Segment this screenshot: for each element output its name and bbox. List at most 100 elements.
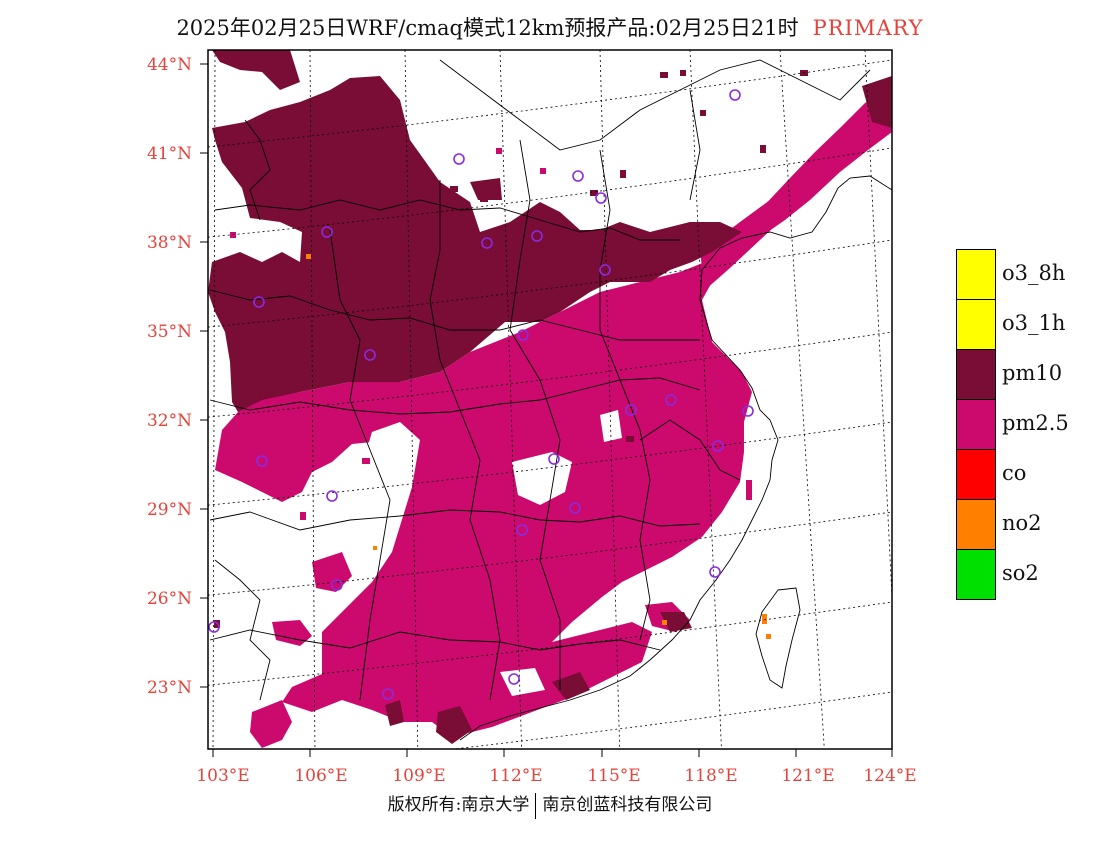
- no2-speckles: [306, 254, 771, 639]
- lon-label: 109°E: [392, 766, 445, 786]
- lat-label: 29°N: [147, 500, 192, 520]
- copyright-footer: 版权所有:南京大学 南京创蓝科技有限公司: [0, 790, 1100, 819]
- city-marker: [326, 490, 338, 502]
- lat-label: 38°N: [147, 233, 192, 253]
- lon-label: 118°E: [684, 766, 737, 786]
- legend-label: co: [1002, 461, 1027, 485]
- city-marker: [742, 405, 754, 417]
- clean-area: [362, 422, 420, 500]
- lat-label: 26°N: [147, 589, 192, 609]
- city-marker: [364, 349, 376, 361]
- province-border: [214, 559, 271, 701]
- city-marker: [253, 296, 265, 308]
- clean-area: [600, 410, 622, 442]
- lat-label: 32°N: [147, 411, 192, 431]
- province-border: [209, 509, 701, 531]
- province-border: [639, 419, 741, 481]
- lon-label: 115°E: [587, 766, 640, 786]
- lon-labels: 103°E 106°E 109°E 112°E 115°E 118°E 121°…: [196, 766, 916, 786]
- province-border: [209, 629, 661, 651]
- lat-label: 44°N: [147, 55, 192, 75]
- pm25-coastal-band: [700, 90, 892, 290]
- pm10-patch: [385, 700, 404, 726]
- legend-swatch: [956, 549, 996, 600]
- legend-label: pm2.5: [1002, 411, 1069, 435]
- city-marker: [595, 192, 607, 204]
- boundaries: [209, 59, 892, 741]
- city-marker: [548, 453, 560, 465]
- lon-label: 121°E: [781, 766, 834, 786]
- province-border: [329, 229, 391, 701]
- pm10-area: [208, 76, 742, 412]
- clean-area: [306, 466, 352, 510]
- primary-tag: PRIMARY: [812, 16, 924, 40]
- lat-label: 41°N: [147, 144, 192, 164]
- lon-label: 124°E: [863, 766, 916, 786]
- legend-label: no2: [1002, 511, 1042, 535]
- map-content: [208, 50, 892, 749]
- pm10-patch: [552, 672, 590, 700]
- city-marker: [572, 170, 584, 182]
- legend-label: pm10: [1002, 361, 1063, 385]
- pm10-patch: [212, 50, 300, 90]
- lon-label: 106°E: [294, 766, 347, 786]
- legend-swatch: [956, 449, 996, 500]
- pm25-patch: [312, 552, 352, 592]
- city-marker: [531, 230, 543, 242]
- city-markers: [208, 89, 754, 700]
- city-marker: [516, 524, 528, 536]
- north-border: [439, 59, 871, 151]
- city-marker: [382, 688, 394, 700]
- coastline: [459, 175, 892, 741]
- clean-area: [512, 452, 572, 505]
- city-marker: [599, 264, 611, 276]
- legend-swatch: [956, 399, 996, 450]
- city-marker: [729, 89, 741, 101]
- lon-label: 112°E: [489, 766, 542, 786]
- pm25-patch: [250, 700, 292, 748]
- legend-swatch: [956, 299, 996, 350]
- lat-labels: 44°N 41°N 38°N 35°N 32°N 29°N 26°N 23°N: [147, 55, 192, 698]
- province-border: [209, 377, 701, 415]
- lat-label: 23°N: [147, 678, 192, 698]
- graticule: [208, 50, 892, 749]
- map-frame: [207, 49, 893, 750]
- city-marker: [569, 502, 581, 514]
- legend-swatch: [956, 499, 996, 550]
- city-marker: [321, 226, 333, 238]
- copyright-left: 版权所有:南京大学: [387, 795, 530, 815]
- lon-label: 103°E: [196, 766, 249, 786]
- province-border: [509, 139, 561, 690]
- pm25-patch: [272, 620, 312, 646]
- province-border: [429, 180, 501, 701]
- province-border: [209, 289, 700, 341]
- city-marker: [331, 579, 343, 591]
- lat-label: 35°N: [147, 322, 192, 342]
- pm10-patch: [862, 76, 892, 128]
- city-marker: [709, 566, 721, 578]
- taiwan-outline: [755, 587, 801, 689]
- province-border: [689, 89, 701, 201]
- city-marker: [453, 153, 465, 165]
- city-marker: [208, 621, 220, 633]
- city-marker: [712, 440, 724, 452]
- city-marker: [665, 394, 677, 406]
- map-title: 2025年02月25日WRF/cmaq模式12km预报产品:02月25日21时 P…: [0, 12, 1100, 42]
- pm10-speckles: [214, 70, 808, 628]
- city-marker: [508, 673, 520, 685]
- city-marker: [481, 237, 493, 249]
- city-marker: [625, 404, 637, 416]
- legend-label: o3_8h: [1002, 261, 1066, 285]
- legend-label: so2: [1002, 561, 1039, 585]
- pm10-patch: [436, 706, 472, 744]
- province-border: [214, 199, 680, 241]
- title-text: 2025年02月25日WRF/cmaq模式12km预报产品:02月25日21时: [176, 16, 799, 40]
- footer-separator: [535, 792, 537, 819]
- axis-ticks: [200, 63, 893, 757]
- city-marker: [256, 455, 268, 467]
- province-border: [244, 119, 271, 221]
- legend-swatch: [956, 349, 996, 400]
- legend-label: o3_1h: [1002, 311, 1066, 335]
- copyright-right: 南京创蓝科技有限公司: [542, 795, 713, 815]
